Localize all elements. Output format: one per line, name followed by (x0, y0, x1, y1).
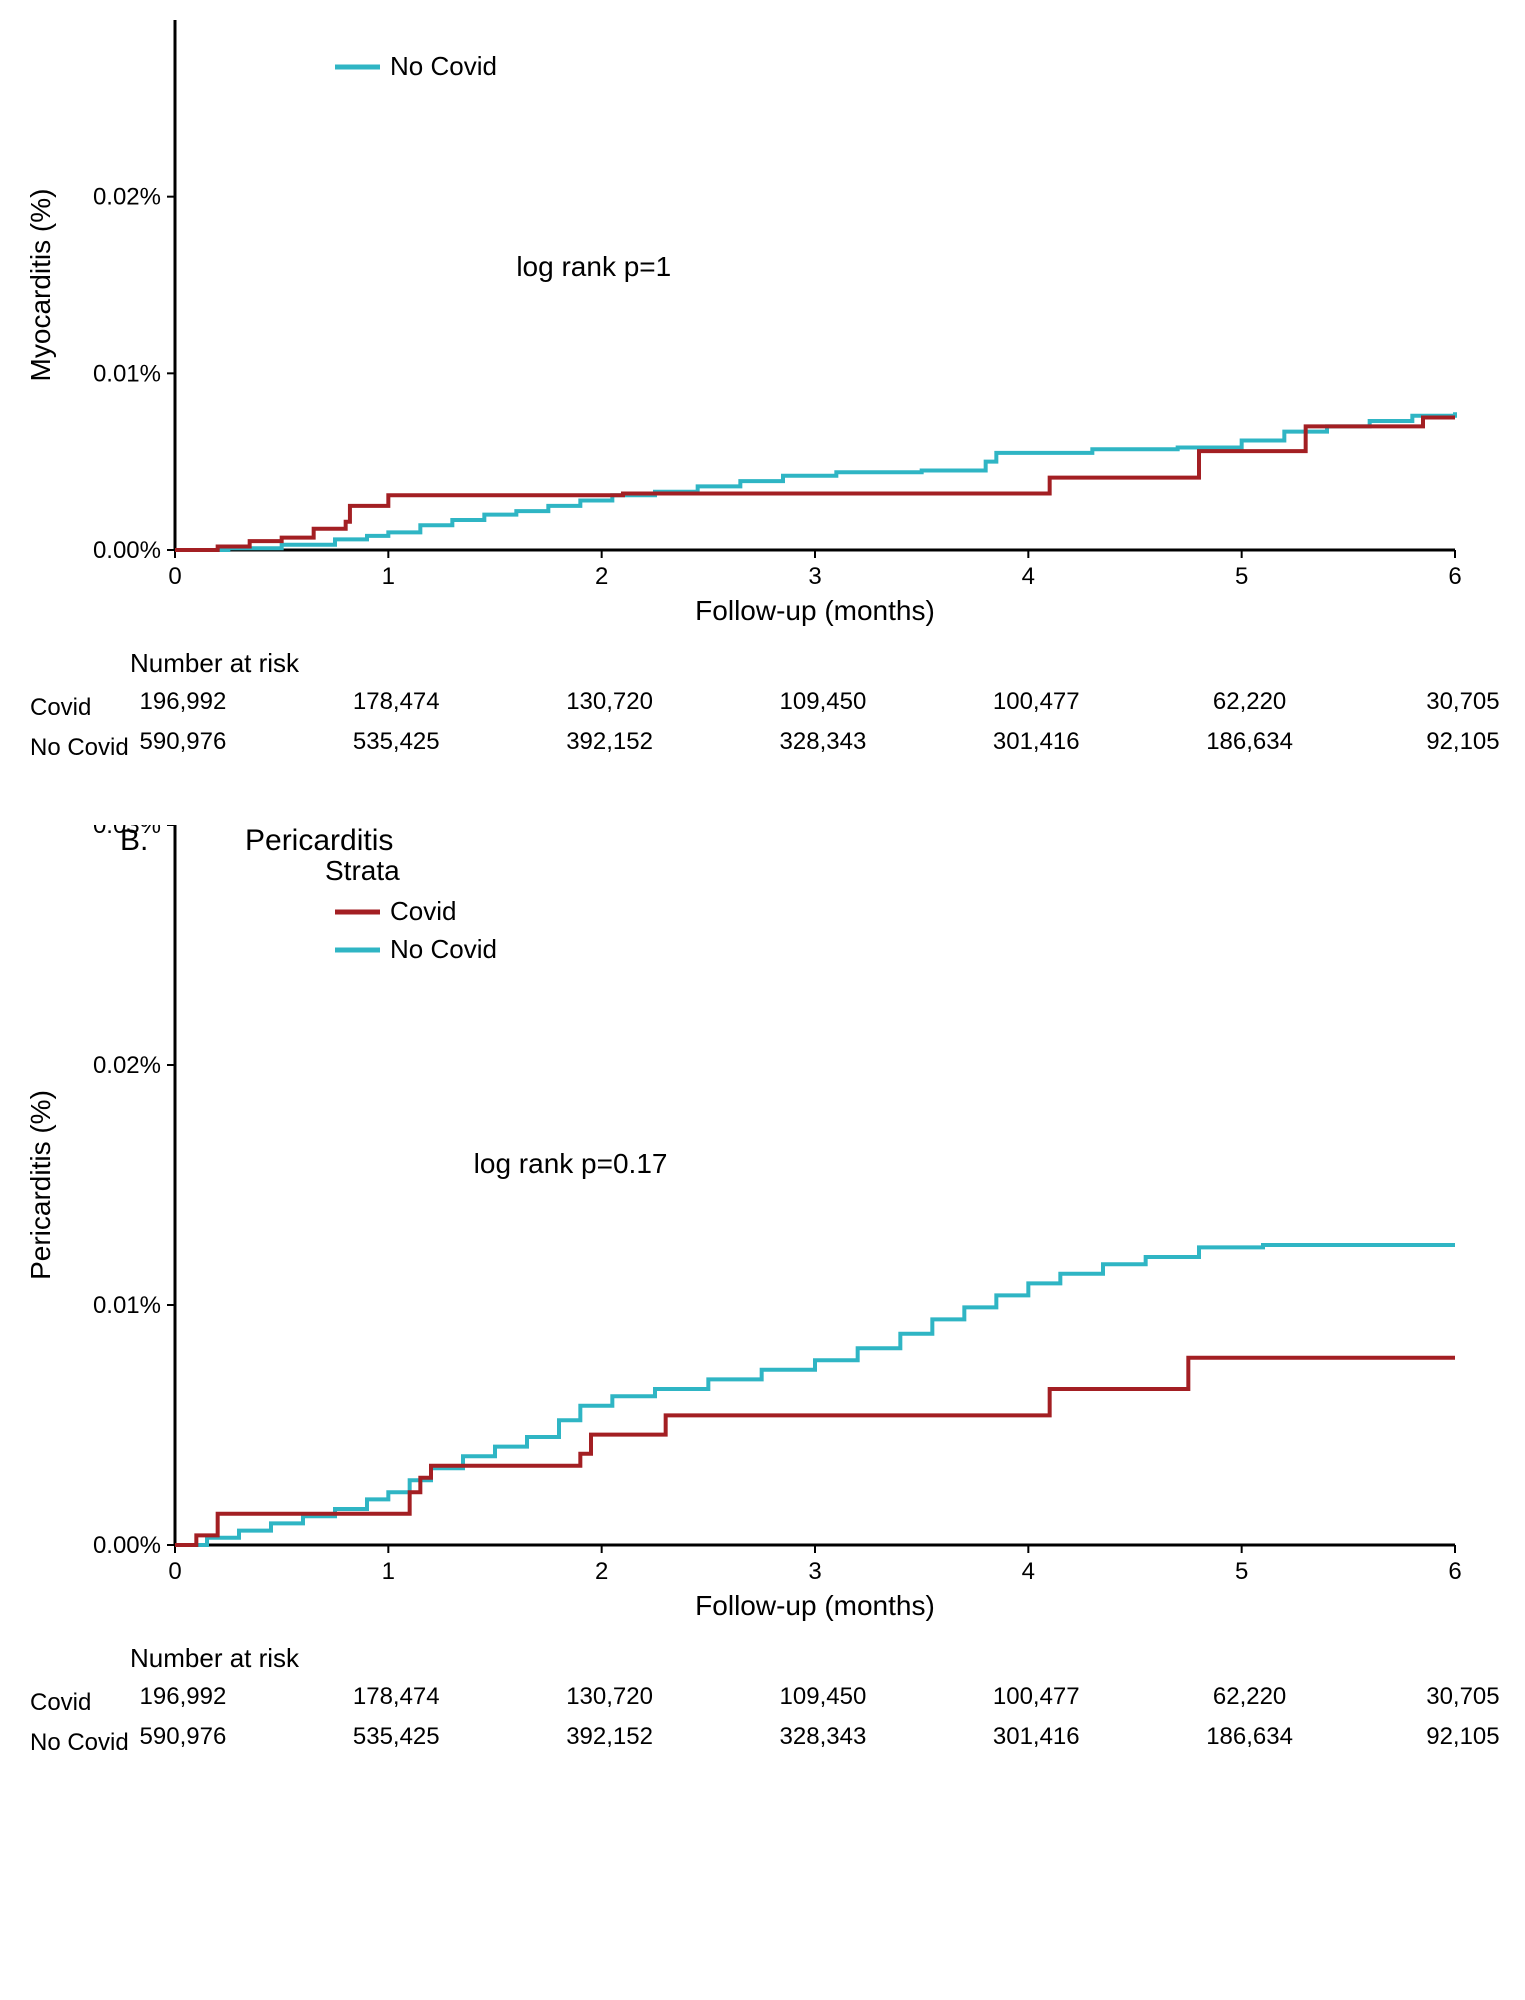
chart-svg: 0.00% 0.01% 0.02% 0 1 2 3 4 5 6 Follow-up (months)… (20, 20, 1505, 640)
risk-cell: 62,220 (1213, 1680, 1286, 1714)
risk-cell: 62,220 (1213, 685, 1286, 719)
risk-cell: 92,105 (1426, 1720, 1499, 1754)
risk-cell: 109,450 (780, 685, 867, 719)
x-tick-label: 5 (1235, 563, 1248, 590)
legend-title: Strata (325, 855, 400, 886)
y-axis-label: Myocarditis (%) (25, 189, 56, 382)
logrank-annotation: log rank p=0.17 (474, 1148, 668, 1179)
risk-cell: 178,474 (353, 685, 440, 719)
y-tick-label: 0.01% (93, 1292, 161, 1319)
legend-label: No Covid (390, 934, 497, 964)
y-tick-label: 0.00% (93, 1532, 161, 1559)
x-tick-label: 6 (1448, 1558, 1461, 1585)
y-axis-label: Pericarditis (%) (25, 1090, 56, 1280)
series-covid (175, 1358, 1455, 1545)
series-covid (175, 418, 1455, 551)
x-axis-label: Follow-up (months) (695, 1590, 935, 1621)
risk-row: Covid196,992178,474130,720109,450100,477… (20, 685, 1505, 725)
risk-row: No Covid590,976535,425392,152328,343301,… (20, 725, 1505, 765)
x-tick-label: 1 (382, 563, 395, 590)
y-tick-label: 0.03% (93, 825, 161, 839)
risk-cell: 186,634 (1206, 1720, 1293, 1754)
chart-svg: B.Pericarditis0.00%0.01%0.02%0.03%012345… (20, 825, 1505, 1635)
x-tick-label: 1 (382, 1558, 395, 1585)
panel-B: B.Pericarditis0.00%0.01%0.02%0.03%012345… (20, 825, 1505, 1760)
risk-cell: 535,425 (353, 725, 440, 759)
risk-table-title: Number at risk (130, 648, 1505, 679)
risk-table-title: Number at risk (130, 1643, 1505, 1674)
x-tick-label: 0 (168, 563, 181, 590)
x-tick-label: 5 (1235, 1558, 1248, 1585)
logrank-annotation: log rank p=1 (516, 251, 671, 282)
risk-table: Number at riskCovid196,992178,474130,720… (20, 1643, 1505, 1760)
risk-cell: 92,105 (1426, 725, 1499, 759)
risk-cell: 328,343 (780, 725, 867, 759)
series-no_covid (175, 1245, 1455, 1545)
risk-cell: 109,450 (780, 1680, 867, 1714)
x-tick-label: 4 (1022, 563, 1035, 590)
x-axis-label: Follow-up (months) (695, 595, 935, 626)
risk-cell: 100,477 (993, 685, 1080, 719)
x-tick-label: 4 (1022, 1558, 1035, 1585)
x-tick-label: 3 (808, 1558, 821, 1585)
risk-cell: 186,634 (1206, 725, 1293, 759)
risk-cell: 535,425 (353, 1720, 440, 1754)
risk-cell: 30,705 (1426, 1680, 1499, 1714)
x-tick-label: 2 (595, 1558, 608, 1585)
risk-cell: 196,992 (140, 1680, 227, 1714)
risk-cell: 178,474 (353, 1680, 440, 1714)
risk-cell: 301,416 (993, 725, 1080, 759)
y-tick-label: 0.00% (93, 537, 161, 564)
risk-cell: 130,720 (566, 1680, 653, 1714)
risk-cell: 328,343 (780, 1720, 867, 1754)
risk-cell: 130,720 (566, 685, 653, 719)
x-tick-label: 2 (595, 563, 608, 590)
risk-cell: 392,152 (566, 1720, 653, 1754)
y-tick-label: 0.01% (93, 360, 161, 387)
y-tick-label: 0.02% (93, 184, 161, 211)
risk-cell: 196,992 (140, 685, 227, 719)
x-tick-label: 6 (1448, 563, 1461, 590)
risk-cell: 30,705 (1426, 685, 1499, 719)
risk-row: No Covid590,976535,425392,152328,343301,… (20, 1720, 1505, 1760)
y-tick-label: 0.02% (93, 1052, 161, 1079)
panel-A: 0.00% 0.01% 0.02% 0 1 2 3 4 5 6 Follow-up (months)… (20, 20, 1505, 765)
risk-cell: 590,976 (140, 1720, 227, 1754)
risk-cell: 100,477 (993, 1680, 1080, 1714)
series-no_covid (175, 412, 1455, 550)
risk-cell: 301,416 (993, 1720, 1080, 1754)
legend-label: No Covid (390, 51, 497, 81)
risk-cell: 392,152 (566, 725, 653, 759)
risk-cell: 590,976 (140, 725, 227, 759)
legend-label: Covid (390, 896, 456, 926)
x-tick-label: 3 (808, 563, 821, 590)
risk-table: Number at riskCovid196,992178,474130,720… (20, 648, 1505, 765)
x-tick-label: 0 (168, 1558, 181, 1585)
panel-title: Pericarditis (245, 825, 393, 857)
risk-row: Covid196,992178,474130,720109,450100,477… (20, 1680, 1505, 1720)
